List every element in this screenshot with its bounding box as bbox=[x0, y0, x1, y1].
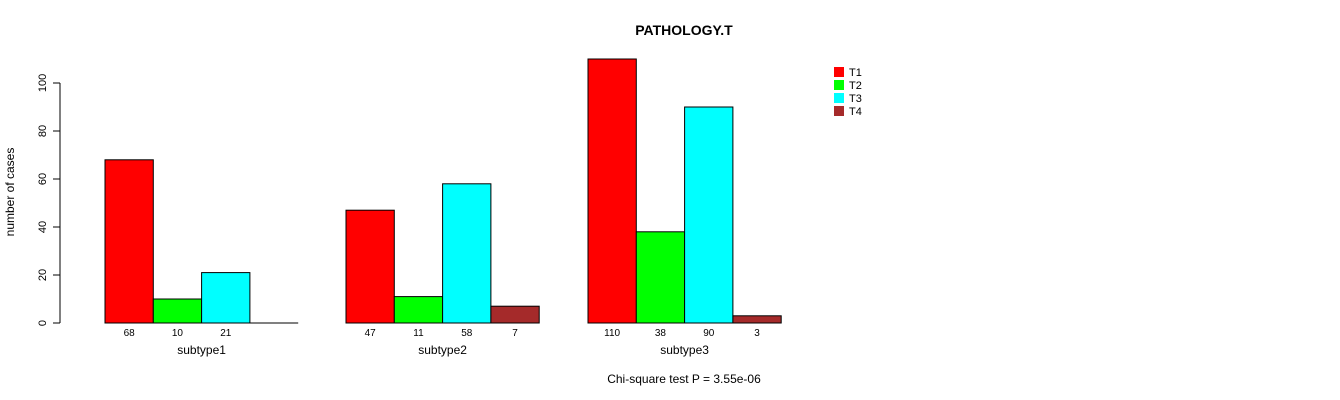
y-axis-label: number of cases bbox=[3, 148, 17, 237]
bar-subtype3-T4 bbox=[732, 315, 782, 324]
count-label-subtype3-T2: 38 bbox=[655, 328, 667, 339]
y-tick-label: 100 bbox=[37, 74, 49, 92]
chi-square-footnote: Chi-square test P = 3.55e-06 bbox=[607, 372, 761, 386]
legend-swatch-T4 bbox=[834, 106, 844, 116]
count-label-subtype2-T1: 47 bbox=[365, 328, 377, 339]
y-tick-label: 40 bbox=[37, 221, 49, 233]
bar-subtype2-T3 bbox=[442, 183, 492, 324]
bar-subtype1-T3 bbox=[201, 272, 251, 324]
legend-label-T2: T2 bbox=[849, 80, 862, 92]
legend-swatch-T1 bbox=[834, 67, 844, 77]
count-label-subtype1-T3: 21 bbox=[220, 328, 232, 339]
y-tick-label: 0 bbox=[37, 320, 49, 326]
bar-group-subtype2: 47 11 58 7 subtype2 bbox=[345, 183, 540, 357]
legend-swatch-T3 bbox=[834, 93, 844, 103]
bar-groups: 68 10 21 subtype1 47 11 58 7 subtype2 110 38 90 3 sub… bbox=[104, 58, 782, 357]
count-label-subtype3-T1: 110 bbox=[604, 328, 620, 339]
bar-subtype2-T1 bbox=[345, 209, 395, 324]
bar-subtype3-T3 bbox=[684, 106, 734, 324]
count-label-subtype3-T3: 90 bbox=[703, 328, 715, 339]
bar-subtype3-T1 bbox=[587, 58, 637, 324]
chart-title: PATHOLOGY.T bbox=[635, 22, 733, 38]
bar-group-subtype1: 68 10 21 subtype1 bbox=[104, 159, 251, 357]
x-group-label: subtype2 bbox=[418, 343, 467, 357]
bar-group-subtype3: 110 38 90 3 subtype3 bbox=[587, 58, 782, 357]
count-label-subtype1-T1: 68 bbox=[124, 328, 136, 339]
count-label-subtype1-T2: 10 bbox=[172, 328, 184, 339]
count-label-subtype3-T4: 3 bbox=[754, 328, 760, 339]
legend-label-T3: T3 bbox=[849, 93, 862, 105]
bar-subtype2-T4 bbox=[490, 305, 540, 324]
bar-subtype1-T1 bbox=[104, 159, 154, 324]
y-axis: 0 20 40 60 80 100 bbox=[37, 74, 61, 326]
bar-subtype1-T2 bbox=[152, 298, 203, 324]
count-label-subtype2-T3: 58 bbox=[461, 328, 473, 339]
x-group-label: subtype1 bbox=[177, 343, 226, 357]
bar-subtype2-T2 bbox=[393, 296, 444, 324]
count-label-subtype2-T4: 7 bbox=[512, 328, 518, 339]
legend-swatch-T2 bbox=[834, 80, 844, 90]
x-group-label: subtype3 bbox=[660, 343, 709, 357]
count-label-subtype2-T2: 11 bbox=[413, 328, 424, 339]
y-tick-label: 80 bbox=[37, 125, 49, 137]
legend-label-T4: T4 bbox=[849, 106, 862, 118]
y-tick-label: 60 bbox=[37, 173, 49, 185]
bar-subtype3-T2 bbox=[635, 231, 686, 324]
legend-label-T1: T1 bbox=[849, 67, 862, 79]
y-tick-label: 20 bbox=[37, 269, 49, 281]
